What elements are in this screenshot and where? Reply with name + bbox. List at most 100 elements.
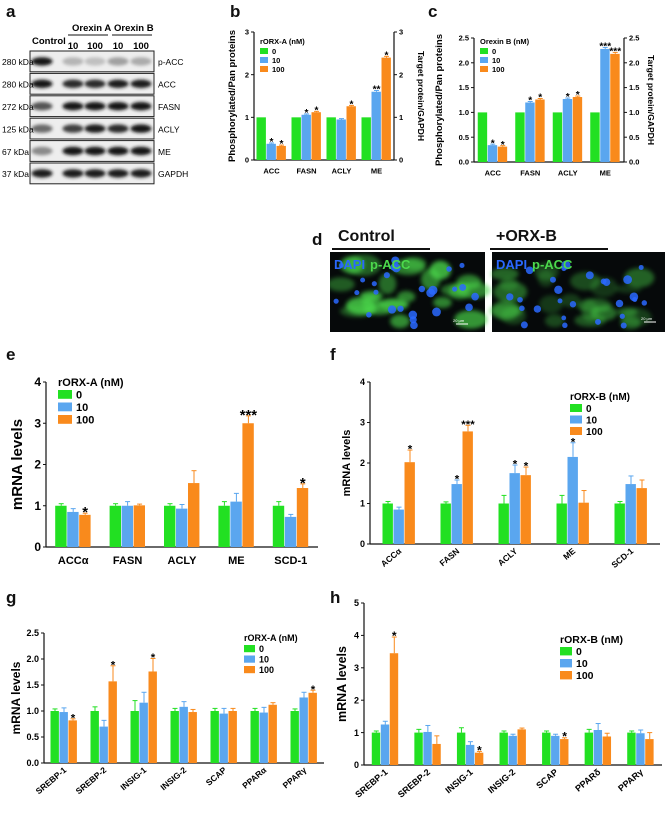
significance-star: * — [524, 461, 529, 473]
bar-INSIG-2-0 — [499, 732, 508, 765]
micro-pacc-signal — [544, 314, 565, 328]
blot-protein-label: FASN — [158, 102, 180, 112]
bar-SCAP-0 — [210, 711, 219, 763]
blot-band — [84, 169, 106, 178]
blot-dose: 100 — [133, 41, 149, 52]
bar-FASN-0 — [291, 117, 301, 160]
x-tick-label: ACCα — [379, 545, 404, 568]
micro-nucleus — [517, 296, 523, 303]
legend-entry: 0 — [492, 47, 496, 56]
micro-nucleus — [465, 303, 473, 312]
micro-dapi-label: DAPI — [334, 257, 365, 272]
significance-star: *** — [461, 419, 475, 431]
significance-star: * — [385, 50, 389, 61]
micro-images: DAPI p-ACC DAPI p-ACC 20 µm 20 µm — [330, 252, 665, 332]
legend-swatch — [480, 66, 488, 72]
panel-label-d: d — [312, 230, 323, 249]
x-tick-label: SREBP-2 — [396, 767, 432, 800]
micro-pacc-signal — [620, 308, 652, 327]
bar-ACCα-100 — [79, 514, 91, 547]
y-tick-label: 4 — [34, 375, 41, 389]
legend-entry: 10 — [586, 415, 598, 426]
bar-ME-100 — [242, 423, 254, 547]
y-tick-label: 4 — [360, 377, 365, 387]
significance-star: * — [562, 730, 567, 744]
bar-FASN-10 — [525, 102, 535, 162]
micro-pacc-signal — [397, 291, 416, 303]
legend-swatch — [244, 645, 255, 653]
bar-PPARγ-0 — [627, 732, 636, 765]
bar-ME-0 — [556, 503, 567, 544]
bar-SCAP-100 — [228, 711, 237, 763]
legend-swatch — [560, 647, 572, 656]
x-tick-label: ME — [561, 546, 577, 562]
blot-band — [62, 79, 84, 89]
bar-SREBP-2-10 — [423, 731, 432, 765]
bar-SREBP-2-10 — [99, 726, 108, 763]
chart-g: 0.0 0.5 1.0 1.5 2.0 2.5 mRNA levels * SREBP-1 * SR… — [9, 628, 324, 797]
y-tick-label: 3 — [354, 663, 359, 673]
legend-swatch — [58, 390, 72, 399]
bar-INSIG-1-10 — [465, 744, 475, 765]
bar-INSIG-2-100 — [517, 729, 526, 765]
micro-nucleus — [391, 256, 400, 265]
significance-star: * — [300, 476, 306, 492]
blot-mw-label: 280 kDa — [2, 80, 34, 90]
blot-mw-label: 280 kDa — [2, 57, 34, 67]
y-tick-label: 2.0 — [26, 654, 39, 664]
micro-dapi-label: DAPI — [496, 257, 527, 272]
x-tick-label: ME — [600, 169, 611, 178]
micro-nucleus — [432, 307, 441, 317]
micro-pacc-label: p-ACC — [370, 257, 411, 272]
x-tick-label: SREBP-2 — [74, 765, 109, 797]
significance-star: * — [270, 137, 274, 148]
micro-pacc-signal — [433, 296, 452, 309]
x-tick-label: SCAP — [534, 767, 560, 791]
micro-nucleus — [459, 283, 467, 291]
micro-nucleus — [619, 313, 625, 319]
bar-SCD-1-100 — [636, 488, 647, 544]
panel-label-g: g — [6, 588, 17, 607]
legend-entry: 0 — [76, 390, 82, 402]
bar-SREBP-1-100 — [68, 720, 77, 763]
micro-pacc-signal — [378, 273, 397, 295]
micro-nucleus — [428, 285, 438, 295]
blot-mw-label: 37 kDa — [2, 169, 29, 179]
bar-ACCα-0 — [382, 503, 393, 544]
micro-pacc-signal — [539, 295, 563, 314]
legend-entry: 10 — [492, 56, 500, 65]
bar-INSIG-2-10 — [179, 706, 188, 763]
micro-pacc-label: p-ACC — [532, 257, 573, 272]
legend-entry: 10 — [576, 658, 588, 670]
bar-ME-0 — [590, 112, 600, 162]
bar-ME-10 — [600, 48, 610, 162]
bar-SCD-1-10 — [625, 484, 636, 544]
micro-pacc-signal — [345, 297, 376, 315]
bar-SREBP-2-0 — [414, 732, 423, 765]
bar-PPARα-0 — [250, 711, 259, 763]
legend-entry: 0 — [272, 47, 276, 56]
blot-band — [31, 57, 53, 66]
blot-protein-label: ME — [158, 147, 171, 157]
blot-protein-label: p-ACC — [158, 57, 184, 67]
blot-group-control: Control — [32, 36, 66, 47]
micro-nucleus — [519, 305, 525, 312]
micro-title-orx-b: +ORX-B — [496, 228, 557, 245]
bar-PPARγ-100 — [308, 692, 317, 763]
bar-SCD-1-10 — [284, 516, 297, 547]
legend-title: rORX-A (nM) — [58, 377, 124, 389]
micro-nucleus — [397, 305, 404, 312]
micro-nucleus — [623, 275, 632, 285]
blot-band — [62, 57, 84, 66]
blot-mw-label: 272 kDa — [2, 102, 34, 112]
y2-tick-label: 1 — [399, 113, 403, 122]
bar-INSIG-1-0 — [456, 732, 466, 765]
y2-tick-label: 2 — [399, 70, 403, 79]
blot-band — [130, 57, 152, 66]
blot-band — [62, 102, 84, 111]
bar-ME-100 — [381, 57, 391, 160]
y2-tick-label: 0.0 — [629, 158, 639, 167]
legend-swatch — [560, 671, 572, 680]
bar-ACLY-0 — [498, 503, 509, 544]
legend-swatch — [58, 415, 72, 424]
